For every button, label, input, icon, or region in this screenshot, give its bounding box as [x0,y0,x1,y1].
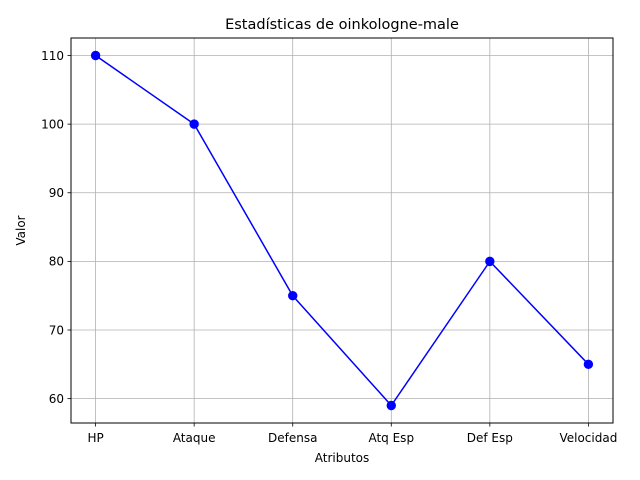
y-tick-label: 60 [49,392,64,406]
data-point [485,256,495,267]
x-tick-label: Atq Esp [368,431,414,445]
data-point [386,400,396,411]
plot-frame [70,37,614,424]
x-tick-label: Ataque [173,431,216,445]
y-tick-label: 80 [49,255,64,269]
x-tick-label: Defensa [268,431,317,445]
y-axis-label: Valor [14,215,28,245]
y-tick-label: 90 [49,186,64,200]
data-point [288,290,298,301]
y-tick-label: 70 [49,323,64,337]
y-tick-label: 110 [41,49,64,63]
x-tick-label: Def Esp [467,431,513,445]
x-tick-label: Velocidad [559,431,617,445]
series-layer [90,50,594,411]
y-tick-label: 100 [41,117,64,131]
chart-title: Estadísticas de oinkologne-male [225,17,459,33]
data-point [90,50,101,61]
data-point [189,119,199,129]
tick-layer: HP Ataque Defensa Atq Esp Def Esp Velocidad 60… [41,49,617,445]
grid-layer [71,38,613,423]
data-point [583,359,594,370]
x-tick-label: HP [87,431,103,445]
x-axis-label: Atributos [315,451,370,465]
series-line [95,54,589,407]
